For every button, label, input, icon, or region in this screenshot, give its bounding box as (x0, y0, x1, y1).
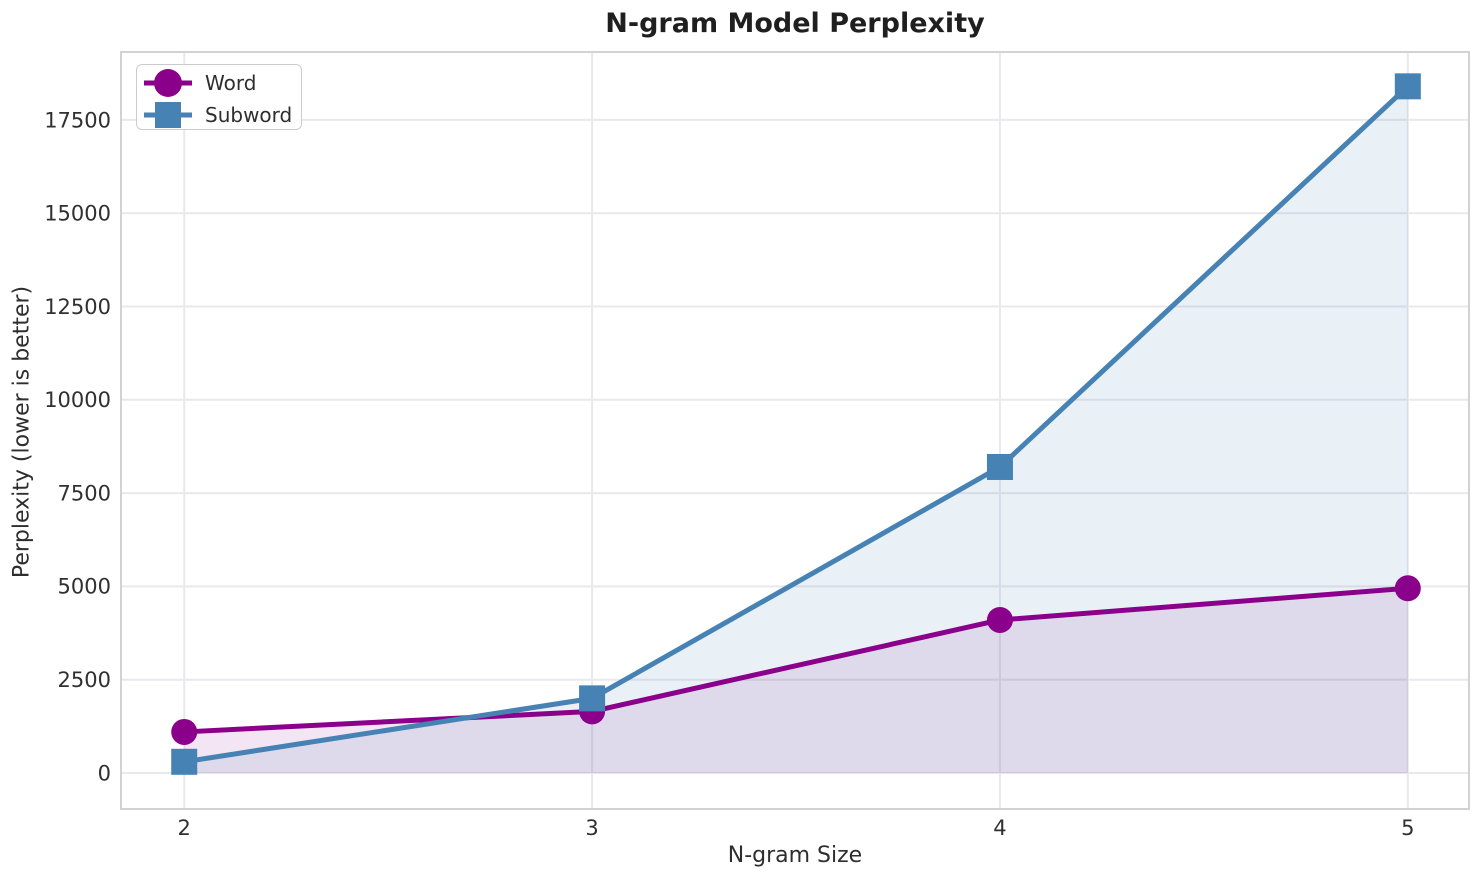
chart-title: N-gram Model Perplexity (605, 8, 985, 39)
word-legend-marker-icon (144, 69, 192, 97)
x-axis-label: N-gram Size (727, 843, 863, 868)
subword-point-2 (171, 748, 198, 775)
y-tick-label-17500: 17500 (44, 108, 111, 132)
subword-point-3 (579, 685, 606, 712)
subword-line (181, 83, 1411, 765)
x-tick-label-3: 3 (585, 816, 598, 840)
subword-legend-square-icon (155, 102, 181, 128)
legend-item-subword: Subword (141, 99, 301, 131)
legend-label-subword: Subword (205, 103, 293, 127)
y-tick-label-0: 0 (98, 761, 111, 785)
x-tick-label-5: 5 (1401, 816, 1414, 840)
legend: Word Subword (136, 64, 302, 130)
y-tick-label-10000: 10000 (44, 388, 111, 412)
plot-frame (120, 51, 1470, 810)
word-area-fill (184, 588, 1408, 773)
y-tick-label-2500: 2500 (58, 668, 111, 692)
x-tick-label-4: 4 (993, 816, 1006, 840)
x-tick-label-2: 2 (178, 816, 191, 840)
subword-area-fill (184, 86, 1408, 773)
y-tick-label-7500: 7500 (58, 481, 111, 505)
y-axis-label: Perplexity (lower is better) (9, 285, 35, 579)
word-line (181, 585, 1411, 735)
word-point-5 (1394, 575, 1421, 602)
word-point-4 (986, 606, 1013, 633)
y-tick-label-5000: 5000 (58, 575, 111, 599)
subword-point-5 (1394, 73, 1421, 100)
subword-legend-marker-icon (144, 102, 192, 128)
word-legend-circle-icon (154, 69, 182, 97)
legend-label-word: Word (205, 71, 257, 95)
y-tick-label-15000: 15000 (44, 202, 111, 226)
legend-item-word: Word (141, 67, 301, 99)
subword-point-4 (986, 453, 1013, 480)
word-point-2 (171, 718, 198, 745)
y-tick-label-12500: 12500 (44, 295, 111, 319)
